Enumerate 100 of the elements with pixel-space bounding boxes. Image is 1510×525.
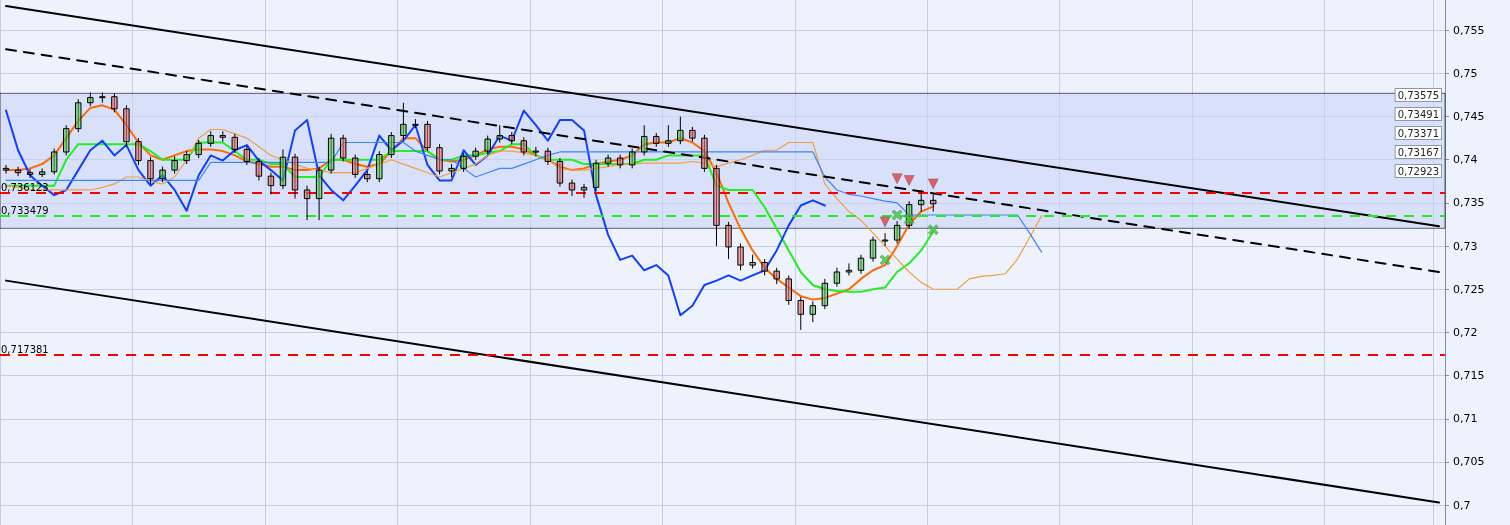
candlestick bbox=[496, 124, 503, 143]
candlestick bbox=[520, 136, 528, 156]
candlestick bbox=[195, 139, 202, 159]
y-tick-label: 0,725 bbox=[1453, 282, 1485, 296]
candlestick bbox=[809, 300, 817, 323]
candlestick bbox=[135, 137, 142, 166]
candlestick bbox=[460, 152, 467, 173]
candlestick bbox=[303, 185, 311, 221]
candlestick bbox=[2, 164, 10, 175]
annotation: 0,73167 bbox=[1397, 146, 1440, 158]
point bbox=[903, 175, 915, 186]
candlestick bbox=[532, 146, 540, 157]
candlestick bbox=[701, 134, 708, 173]
candlestick bbox=[50, 148, 58, 175]
candlestick bbox=[207, 130, 214, 148]
candlestick bbox=[568, 179, 576, 197]
y-tick-label: 0,755 bbox=[1453, 23, 1485, 37]
candlestick bbox=[436, 143, 443, 175]
candlestick bbox=[833, 267, 841, 288]
point bbox=[891, 209, 903, 221]
candlestick bbox=[785, 274, 792, 306]
candlestick bbox=[291, 153, 299, 200]
point bbox=[927, 224, 939, 235]
point bbox=[879, 254, 891, 266]
candlestick bbox=[231, 133, 239, 154]
candlestick bbox=[171, 155, 178, 175]
candlestick bbox=[857, 254, 865, 275]
candlestick bbox=[689, 126, 696, 143]
ref-line-label: 0,733479 bbox=[1, 204, 49, 216]
candlestick bbox=[147, 156, 154, 185]
candlestick bbox=[725, 221, 732, 260]
candlestick bbox=[592, 159, 600, 192]
candlestick bbox=[159, 166, 166, 183]
annotation: 0,73575 bbox=[1397, 89, 1440, 101]
candlestick bbox=[628, 148, 636, 169]
candlestick bbox=[111, 92, 118, 113]
candlestick bbox=[38, 167, 46, 178]
y-tick-label: 0,735 bbox=[1453, 196, 1485, 210]
annotation: 0,73371 bbox=[1397, 127, 1440, 139]
point bbox=[927, 178, 939, 190]
candlestick bbox=[123, 104, 130, 148]
y-tick-label: 0,72 bbox=[1453, 325, 1478, 339]
candlestick bbox=[352, 154, 359, 179]
y-tick-label: 0,71 bbox=[1453, 412, 1478, 426]
candlestick bbox=[484, 135, 491, 156]
candlestick bbox=[243, 145, 251, 166]
candlestick bbox=[821, 278, 829, 310]
candlestick bbox=[267, 172, 275, 195]
candlestick bbox=[737, 243, 744, 271]
candlestick bbox=[845, 262, 853, 276]
candlestick bbox=[893, 220, 901, 244]
candlestick bbox=[339, 134, 347, 162]
candlestick bbox=[665, 124, 672, 148]
candlestick bbox=[63, 124, 70, 156]
point bbox=[879, 216, 891, 228]
candlestick bbox=[641, 124, 648, 156]
candlestick bbox=[556, 157, 564, 188]
candlestick bbox=[917, 189, 925, 213]
candlestick bbox=[869, 236, 877, 263]
candlestick bbox=[75, 98, 82, 133]
candlestick bbox=[544, 147, 552, 166]
candlestick bbox=[388, 131, 395, 159]
y-tick-label: 0,745 bbox=[1453, 110, 1485, 124]
candlestick bbox=[14, 166, 22, 177]
candlestick bbox=[183, 150, 190, 165]
candlestick bbox=[653, 132, 660, 148]
candlestick bbox=[749, 254, 756, 270]
annotation: 0,73491 bbox=[1397, 108, 1440, 120]
point bbox=[903, 214, 915, 225]
y-tick-label: 0,715 bbox=[1453, 369, 1485, 383]
y-tick-label: 0,7 bbox=[1453, 498, 1471, 512]
candlestick bbox=[400, 102, 407, 140]
candlestick bbox=[472, 147, 479, 161]
candlestick bbox=[424, 120, 431, 152]
candlestick bbox=[616, 154, 624, 169]
y-tick-label: 0,75 bbox=[1453, 66, 1478, 80]
candlestick bbox=[412, 118, 419, 129]
candlestick bbox=[677, 116, 684, 145]
candlestick bbox=[930, 193, 937, 213]
candlestick bbox=[99, 91, 106, 104]
candlestick bbox=[255, 157, 263, 181]
annotation: 0,72923 bbox=[1397, 165, 1440, 177]
candlestick bbox=[376, 150, 383, 183]
candlestick bbox=[580, 183, 588, 199]
candlestick bbox=[508, 131, 515, 145]
candlestick bbox=[761, 258, 768, 276]
candlestick bbox=[327, 133, 335, 175]
candlestick bbox=[604, 154, 612, 168]
candlestick bbox=[219, 130, 226, 143]
candlestick bbox=[773, 267, 780, 285]
candlestick bbox=[87, 91, 94, 107]
y-tick-label: 0,705 bbox=[1453, 455, 1485, 469]
candlestick bbox=[26, 168, 34, 179]
candlestick bbox=[881, 232, 889, 247]
candlestick bbox=[315, 166, 323, 221]
candlestick bbox=[713, 164, 720, 247]
candlestick bbox=[279, 148, 287, 190]
candlestick bbox=[797, 296, 804, 331]
y-tick-label: 0,73 bbox=[1453, 239, 1478, 253]
point bbox=[891, 173, 903, 184]
